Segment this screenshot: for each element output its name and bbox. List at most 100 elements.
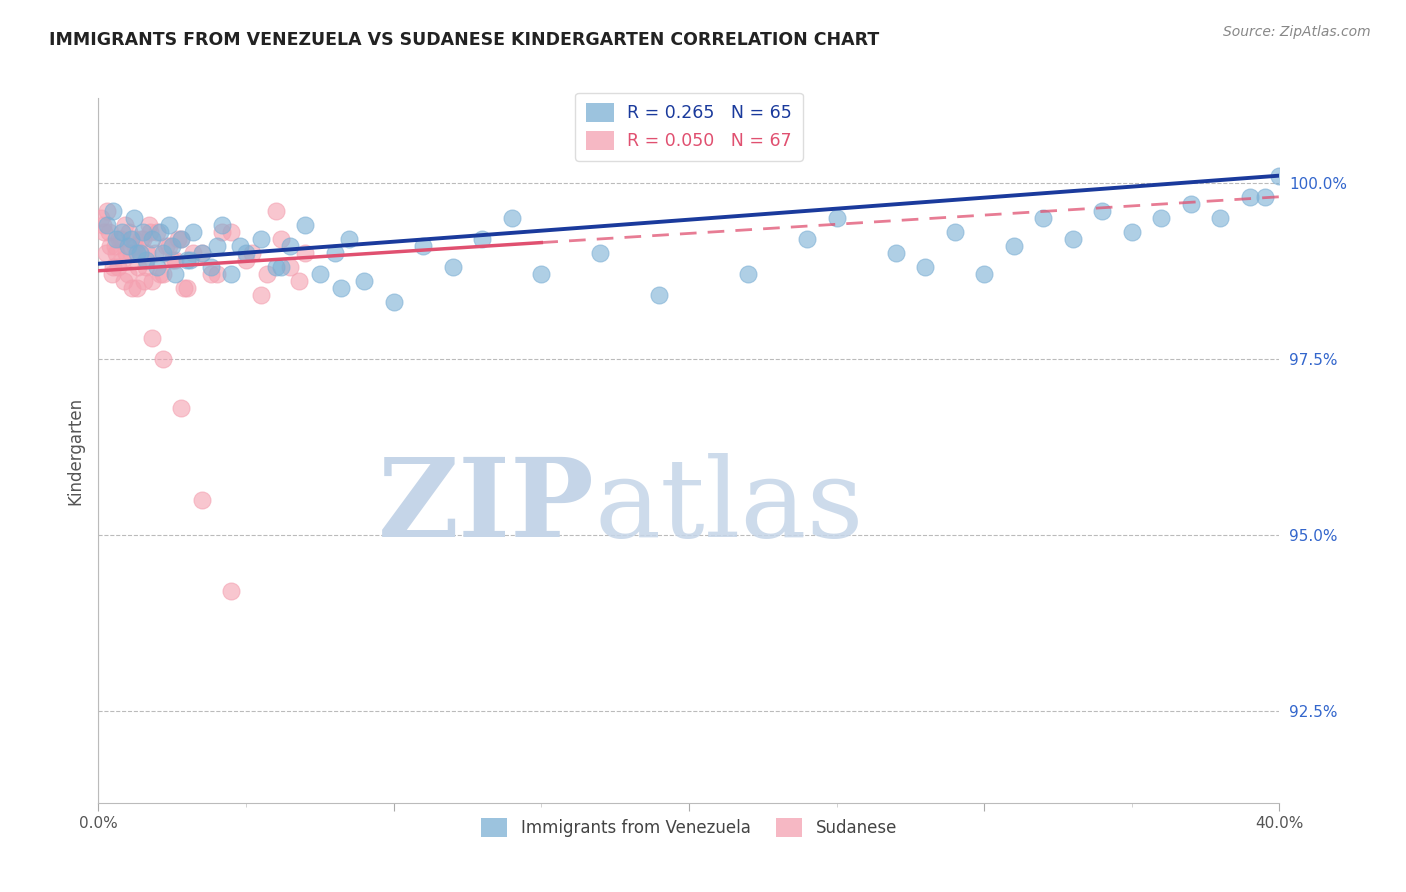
Point: [339, 232, 361, 246]
Point: [530, 268, 553, 282]
Point: [181, 246, 204, 260]
Point: [1091, 203, 1114, 218]
Point: [97, 225, 120, 239]
Point: [152, 268, 174, 282]
Point: [589, 246, 612, 260]
Point: [103, 203, 125, 218]
Point: [943, 225, 966, 239]
Point: [256, 268, 278, 282]
Point: [127, 260, 149, 275]
Point: [98, 239, 121, 253]
Point: [141, 232, 163, 246]
Point: [143, 246, 166, 260]
Point: [825, 211, 848, 225]
Point: [191, 492, 214, 507]
Point: [1062, 232, 1084, 246]
Legend: Immigrants from Venezuela, Sudanese: Immigrants from Venezuela, Sudanese: [474, 812, 904, 844]
Point: [135, 253, 157, 268]
Point: [1180, 197, 1202, 211]
Point: [120, 232, 142, 246]
Point: [176, 281, 198, 295]
Point: [884, 246, 907, 260]
Point: [179, 253, 201, 268]
Text: Source: ZipAtlas.com: Source: ZipAtlas.com: [1223, 25, 1371, 39]
Point: [128, 246, 150, 260]
Point: [141, 331, 163, 345]
Point: [173, 281, 195, 295]
Point: [329, 281, 352, 295]
Point: [122, 232, 145, 246]
Point: [221, 584, 243, 599]
Point: [235, 246, 257, 260]
Point: [90, 211, 112, 225]
Point: [648, 288, 671, 302]
Point: [170, 232, 193, 246]
Point: [152, 351, 174, 366]
Point: [221, 225, 243, 239]
Point: [181, 225, 204, 239]
Point: [132, 232, 155, 246]
Point: [264, 203, 287, 218]
Point: [270, 232, 292, 246]
Y-axis label: Kindergarten: Kindergarten: [66, 396, 84, 505]
Point: [221, 268, 243, 282]
Point: [973, 268, 995, 282]
Point: [167, 232, 190, 246]
Point: [110, 232, 132, 246]
Point: [176, 253, 198, 268]
Point: [205, 239, 228, 253]
Point: [441, 260, 464, 275]
Point: [105, 246, 128, 260]
Point: [112, 274, 135, 288]
Point: [149, 268, 172, 282]
Point: [240, 246, 263, 260]
Point: [120, 246, 142, 260]
Point: [135, 260, 157, 275]
Point: [96, 218, 118, 232]
Point: [165, 268, 187, 282]
Point: [121, 281, 143, 295]
Point: [111, 253, 134, 268]
Point: [115, 246, 138, 260]
Point: [91, 218, 114, 232]
Point: [309, 268, 332, 282]
Point: [796, 232, 818, 246]
Text: IMMIGRANTS FROM VENEZUELA VS SUDANESE KINDERGARTEN CORRELATION CHART: IMMIGRANTS FROM VENEZUELA VS SUDANESE KI…: [49, 31, 880, 49]
Point: [122, 211, 145, 225]
Point: [1032, 211, 1054, 225]
Point: [294, 218, 316, 232]
Point: [103, 260, 125, 275]
Point: [100, 268, 122, 282]
Point: [157, 239, 180, 253]
Point: [93, 225, 115, 239]
Point: [1121, 225, 1143, 239]
Point: [200, 268, 222, 282]
Point: [138, 218, 160, 232]
Point: [157, 218, 180, 232]
Point: [412, 239, 434, 253]
Point: [136, 246, 159, 260]
Point: [132, 225, 155, 239]
Point: [501, 211, 523, 225]
Point: [191, 246, 214, 260]
Point: [128, 246, 150, 260]
Point: [205, 268, 228, 282]
Point: [191, 246, 214, 260]
Point: [294, 246, 316, 260]
Point: [162, 253, 183, 268]
Point: [211, 218, 233, 232]
Point: [124, 239, 146, 253]
Point: [737, 268, 759, 282]
Point: [104, 239, 127, 253]
Point: [96, 203, 118, 218]
Point: [117, 239, 139, 253]
Point: [353, 274, 375, 288]
Point: [105, 232, 128, 246]
Point: [382, 295, 405, 310]
Point: [1268, 169, 1291, 183]
Point: [471, 232, 494, 246]
Point: [1150, 211, 1173, 225]
Point: [235, 253, 257, 268]
Point: [170, 232, 193, 246]
Point: [280, 260, 302, 275]
